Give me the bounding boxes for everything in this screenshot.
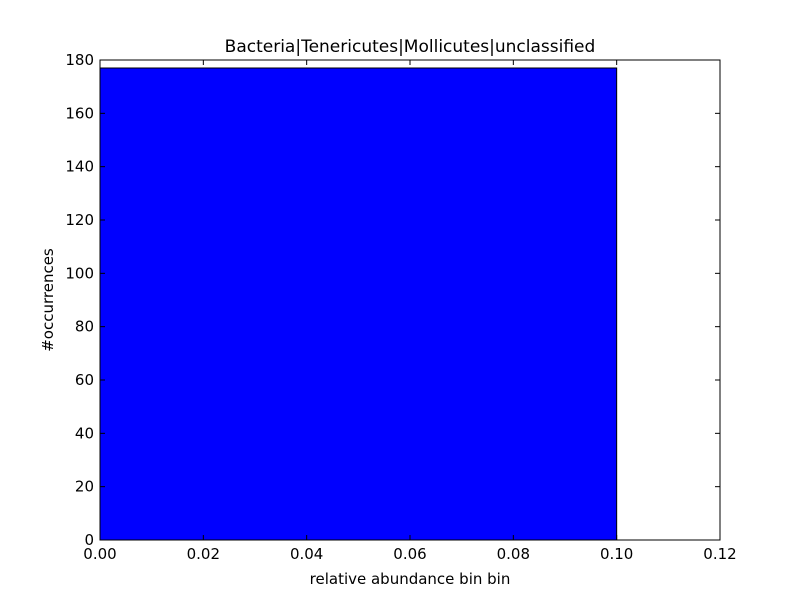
- x-axis-label: relative abundance bin bin: [310, 570, 511, 588]
- histogram-bar-0: [99, 67, 618, 541]
- x-tick-label-6: 0.12: [703, 545, 736, 563]
- x-tick-label-0: 0.00: [83, 545, 116, 563]
- y-tick-label-1: 20: [75, 478, 94, 496]
- y-tick-label-9: 180: [65, 51, 94, 69]
- x-tick-label-1: 0.02: [187, 545, 220, 563]
- y-tick-label-8: 160: [65, 104, 94, 122]
- x-tick-label-2: 0.04: [290, 545, 323, 563]
- x-tick-label-3: 0.06: [393, 545, 426, 563]
- y-tick-label-2: 40: [75, 424, 94, 442]
- y-tick-label-0: 0: [84, 531, 94, 549]
- chart-title: Bacteria|Tenericutes|Mollicutes|unclassi…: [225, 37, 596, 57]
- x-tick-label-5: 0.10: [600, 545, 633, 563]
- bars-group: [99, 67, 618, 541]
- y-tick-label-7: 140: [65, 158, 94, 176]
- y-tick-label-3: 60: [75, 371, 94, 389]
- y-tick-label-4: 80: [75, 318, 94, 336]
- y-tick-label-6: 120: [65, 211, 94, 229]
- y-tick-label-5: 100: [65, 264, 94, 282]
- x-tick-label-4: 0.08: [497, 545, 530, 563]
- ticks-group: 0.00 0.02 0.04 0.06 0.08 0.10 0.12 0 20 40 60 80 100…: [65, 51, 736, 563]
- y-axis-label: #occurrences: [39, 248, 57, 352]
